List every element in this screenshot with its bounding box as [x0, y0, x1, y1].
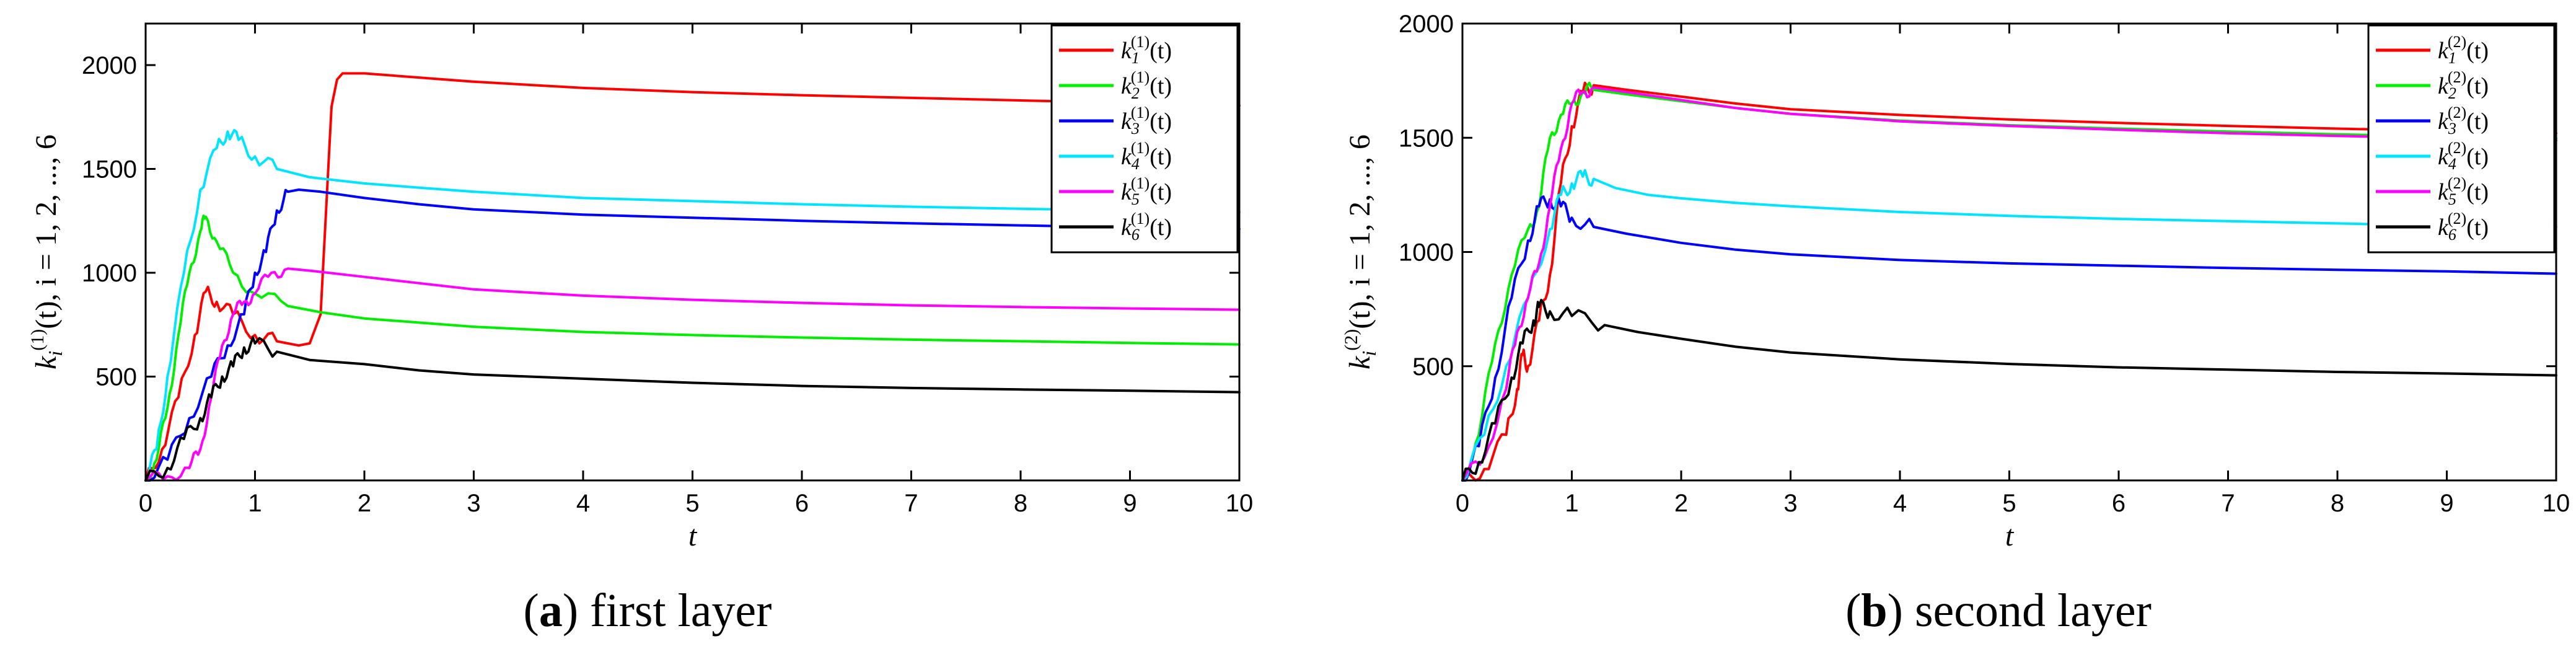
x-axis-label: t: [688, 519, 698, 552]
x-tick-label: 2: [358, 490, 371, 517]
legend-entry: k6(2)(t): [2438, 210, 2489, 244]
y-tick-label: 1500: [1399, 125, 1454, 152]
x-tick-label: 6: [2112, 490, 2125, 517]
y-tick-label: 1500: [82, 156, 137, 183]
series-line-5: [1461, 86, 2557, 482]
legend-entry: k3(2)(t): [2438, 104, 2489, 138]
legend-entry: k6(1)(t): [1121, 210, 1172, 244]
x-tick-label: 0: [1456, 490, 1469, 517]
legend-entry: k5(1)(t): [1121, 174, 1172, 208]
y-tick-label: 2000: [1399, 11, 1454, 38]
x-tick-label: 6: [795, 490, 809, 517]
x-tick-label: 7: [2221, 490, 2235, 517]
x-axis-label: t: [2005, 519, 2015, 552]
series-line-6: [1461, 299, 2557, 482]
y-axis-label: ki(2)(t), i = 1, 2, ..., 6: [1341, 135, 1380, 369]
x-tick-label: 8: [2331, 490, 2344, 517]
legend-entry: k4(1)(t): [1121, 139, 1172, 173]
series-line-3: [1461, 195, 2557, 482]
x-tick-label: 9: [2440, 490, 2453, 517]
chart-panel-1: 0 1 2 3 4 5 6 7 8 9 10 500 1000 1500 2000 t ki(1)(t), i …: [27, 22, 1254, 637]
y-tick-label: 500: [1412, 353, 1454, 381]
legend-entry: k2(1)(t): [1121, 68, 1172, 102]
panel-caption: (b) second layer: [1845, 585, 2152, 637]
x-tick-label: 10: [2543, 490, 2570, 517]
x-tick-label: 3: [467, 490, 480, 517]
legend-box: [2367, 24, 2556, 254]
y-axis-label: ki(1)(t), i = 1, 2, ..., 6: [27, 135, 66, 369]
x-tick-label: 2: [1674, 490, 1688, 517]
legend-entry: k1(2)(t): [2438, 33, 2489, 67]
legend-entry: k1(1)(t): [1121, 33, 1172, 67]
legend-entry: k5(2)(t): [2438, 174, 2489, 208]
series-line-4: [1461, 169, 2557, 482]
x-tick-label: 5: [685, 490, 699, 517]
series-line-2: [144, 214, 1241, 482]
x-tick-label: 10: [1226, 490, 1254, 517]
y-tick-label: 1000: [82, 260, 137, 287]
series-line-1: [144, 72, 1241, 482]
legend-entry: k3(1)(t): [1121, 104, 1172, 138]
x-tick-label: 3: [1783, 490, 1797, 517]
y-tick-label: 2000: [82, 52, 137, 79]
series-line-6: [144, 336, 1241, 482]
chart-panel-2: 0 1 2 3 4 5 6 7 8 9 10 500 1000 1500 2000 t ki(2)(t), i …: [1341, 11, 2570, 637]
x-tick-label: 4: [1893, 490, 1907, 517]
series-line-1: [1461, 81, 2557, 482]
y-tick-label: 1000: [1399, 239, 1454, 267]
x-tick-label: 4: [576, 490, 590, 517]
x-tick-label: 8: [1014, 490, 1027, 517]
legend-entry: k2(2)(t): [2438, 68, 2489, 102]
x-tick-label: 1: [248, 490, 262, 517]
x-tick-label: 9: [1123, 490, 1136, 517]
series-line-3: [144, 188, 1241, 482]
panel-caption: (a) first layer: [524, 585, 772, 637]
series-line-2: [1461, 81, 2557, 482]
x-tick-label: 0: [139, 490, 152, 517]
y-tick-label: 500: [95, 364, 137, 391]
series-line-4: [144, 129, 1241, 482]
series-line-5: [144, 267, 1241, 482]
x-tick-label: 7: [904, 490, 918, 517]
x-tick-label: 5: [2002, 490, 2016, 517]
legend-entry: k4(2)(t): [2438, 139, 2489, 173]
x-tick-label: 1: [1565, 490, 1578, 517]
legend-box: [1050, 24, 1239, 254]
